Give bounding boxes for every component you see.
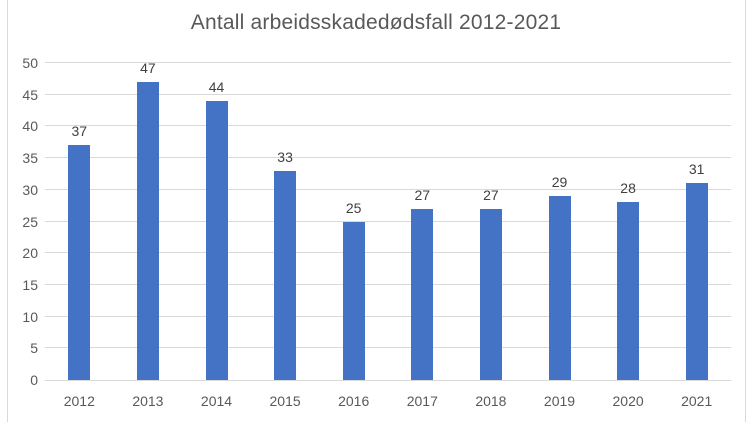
x-axis-category-label: 2013 <box>132 393 164 409</box>
gridline <box>45 157 731 159</box>
bar-value-label: 37 <box>71 123 88 140</box>
gridline <box>45 283 731 285</box>
bar-2018 <box>479 208 502 380</box>
x-axis-category-label: 2017 <box>406 393 438 409</box>
x-axis-line <box>45 380 731 381</box>
x-axis-category-label: 2012 <box>63 393 95 409</box>
bar-value-label: 44 <box>208 79 225 96</box>
y-axis-tick-label: 30 <box>22 181 38 198</box>
bar-value-label: 25 <box>345 199 362 216</box>
gridline <box>45 188 731 190</box>
y-axis-tick-label: 50 <box>22 55 38 71</box>
bar-2012 <box>68 145 91 380</box>
gridline <box>45 347 731 349</box>
y-axis-tick-label: 45 <box>22 86 38 103</box>
bar-2014 <box>205 101 228 380</box>
x-axis-category-label: 2015 <box>269 393 301 409</box>
bar-2020 <box>617 202 640 380</box>
x-axis-category-label: 2014 <box>200 393 233 409</box>
y-axis-tick-label: 25 <box>22 213 38 230</box>
y-axis-tick-label: 40 <box>22 118 38 135</box>
x-axis-category-label: 2021 <box>681 393 713 409</box>
gridline <box>45 125 731 127</box>
bar-2015 <box>274 170 297 380</box>
gridline <box>45 93 731 95</box>
x-axis-category-label: 2018 <box>475 393 507 409</box>
bar-2017 <box>411 208 434 380</box>
y-axis-tick-label: 35 <box>22 150 38 167</box>
y-axis-tick-label: 5 <box>30 340 38 357</box>
bar-value-label: 28 <box>620 180 636 197</box>
x-axis-category-label: 2019 <box>543 393 576 409</box>
y-axis-tick-label: 0 <box>30 372 38 388</box>
gridline <box>45 315 731 317</box>
bar-value-label: 27 <box>483 186 499 203</box>
bar-value-label: 29 <box>551 174 568 191</box>
chart-title: Antall arbeidsskadedødsfall 2012-2021 <box>190 11 562 34</box>
bar-value-label: 33 <box>277 148 293 165</box>
y-axis-tick-label: 15 <box>22 276 38 293</box>
bar-value-label: 27 <box>414 186 431 203</box>
x-axis-category-label: 2016 <box>338 393 370 409</box>
gridline <box>45 220 731 222</box>
bar-value-label: 31 <box>688 161 705 178</box>
bar-2016 <box>342 221 365 380</box>
y-axis-tick-label: 10 <box>22 308 38 325</box>
y-axis-tick-label: 20 <box>22 245 38 262</box>
gridline <box>45 62 731 63</box>
bar-2013 <box>136 82 159 380</box>
bar-value-label: 47 <box>140 60 156 77</box>
bar-2019 <box>548 196 571 380</box>
x-axis-category-label: 2020 <box>612 393 644 409</box>
gridline <box>45 252 731 254</box>
bar-2021 <box>685 183 708 380</box>
plot-area <box>45 62 731 381</box>
